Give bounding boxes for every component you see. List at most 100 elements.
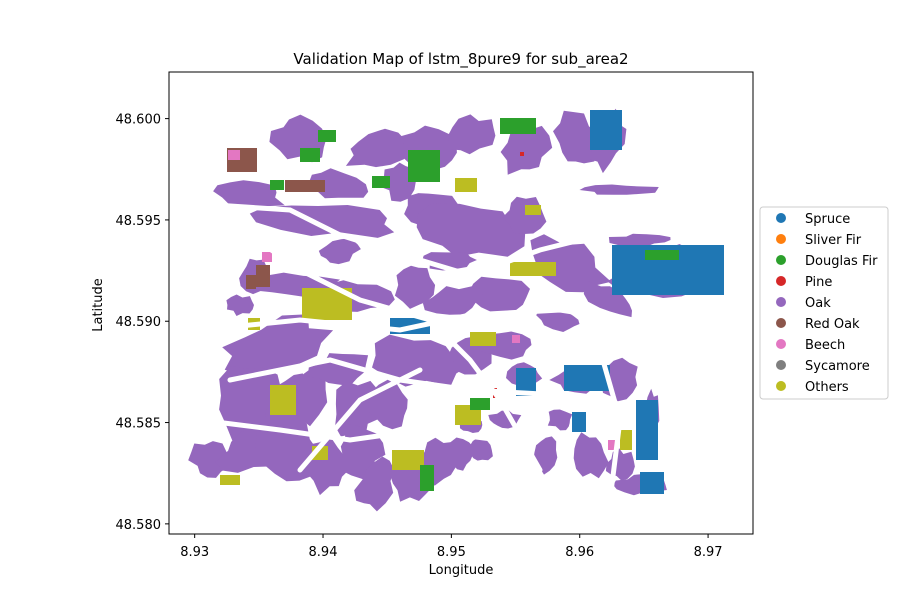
species-patch (640, 472, 664, 494)
oak-stand (354, 456, 394, 512)
clearing-gap (247, 232, 543, 473)
x-tick-label: 8.94 (309, 545, 338, 560)
species-patch (372, 176, 390, 188)
legend-label: Others (805, 380, 849, 395)
species-patch (220, 475, 240, 485)
species-patch (408, 150, 440, 182)
species-patch (262, 252, 272, 262)
x-axis-label: Longitude (429, 563, 494, 578)
species-patch (608, 440, 618, 450)
legend-marker (776, 339, 786, 349)
clearing-gap (297, 367, 423, 473)
species-patch (256, 265, 270, 287)
y-tick-label: 48.585 (116, 417, 162, 432)
oak-stand (226, 294, 254, 316)
legend-marker (776, 276, 786, 286)
species-patch (520, 152, 524, 156)
species-patch (620, 430, 632, 450)
species-patch (270, 385, 296, 415)
x-tick-label: 8.97 (694, 545, 723, 560)
oak-stand (394, 265, 436, 309)
legend-marker (776, 381, 786, 391)
legend-label: Sliver Fir (805, 233, 862, 248)
legend-marker (776, 213, 786, 223)
species-patch (420, 465, 434, 491)
oak-stand (318, 238, 361, 265)
clearing-gap (212, 202, 643, 278)
species-patch (525, 205, 541, 215)
species-patch (455, 178, 477, 192)
x-axis: 8.93 8.94 8.95 8.96 8.97 (180, 534, 723, 560)
species-patch (300, 148, 320, 162)
oak-stand (468, 276, 530, 314)
oak-stand (307, 353, 369, 386)
oak-stand (372, 334, 470, 387)
oak-stand (536, 308, 580, 332)
species-patch (636, 400, 658, 460)
clearing-gap (597, 347, 623, 503)
legend-marker (776, 255, 786, 265)
legend-marker (776, 234, 786, 244)
oak-stand (416, 203, 526, 257)
oak-stand (288, 364, 328, 427)
plot-area (188, 108, 724, 512)
species-patch (470, 332, 496, 346)
legend-marker (776, 360, 786, 370)
species-patch (392, 450, 424, 470)
oak-stand (547, 409, 573, 431)
oak-stand (608, 233, 671, 247)
chart-title: Validation Map of lstm_8pure9 for sub_ar… (293, 50, 628, 69)
oak-stand (188, 441, 230, 478)
x-tick-label: 8.93 (180, 545, 209, 560)
oak-stand (445, 437, 474, 471)
y-axis: 48.580 48.585 48.590 48.595 48.600 (116, 113, 169, 533)
oak-stand (222, 314, 334, 376)
species-patch (470, 398, 490, 410)
oak-stand (422, 285, 484, 315)
legend-label: Beech (805, 338, 845, 353)
oak-stand (553, 110, 600, 164)
plot-frame (168, 71, 754, 535)
oak-stand (466, 436, 493, 461)
oak-stand (605, 447, 635, 481)
y-tick-label: 48.580 (116, 518, 162, 533)
oak-stand (573, 432, 609, 479)
x-tick-label: 8.95 (437, 545, 466, 560)
legend-frame (759, 206, 889, 400)
oak-stand (448, 114, 496, 155)
oak-stand (249, 205, 395, 238)
species-patch (645, 250, 679, 260)
legend: Spruce Sliver Fir Douglas Fir Pine Oak Red Oa… (759, 206, 889, 400)
legend-label: Red Oak (805, 317, 860, 332)
oak-stand (213, 180, 285, 209)
legend-label: Douglas Fir (805, 254, 878, 269)
species-patch (590, 110, 622, 150)
legend-label: Oak (805, 296, 831, 311)
species-patch (572, 412, 586, 432)
clearing-gap (197, 417, 503, 443)
legend-label: Sycamore (805, 359, 870, 374)
species-patch (270, 180, 284, 190)
oak-stand (345, 128, 409, 168)
species-patch (564, 365, 610, 391)
legend-marker (776, 297, 786, 307)
oak-stand (579, 184, 659, 195)
species-patch (228, 150, 240, 160)
x-tick-label: 8.96 (565, 545, 594, 560)
species-patch (500, 118, 536, 134)
species-patch (246, 275, 256, 289)
oak-stand (380, 162, 416, 202)
legend-marker (776, 318, 786, 328)
legend-label: Spruce (805, 212, 850, 227)
species-patch (512, 335, 520, 343)
y-tick-label: 48.595 (116, 214, 162, 229)
oak-stand (583, 279, 632, 318)
legend-label: Pine (805, 275, 832, 290)
y-tick-label: 48.600 (116, 113, 162, 128)
species-patch (285, 180, 325, 192)
species-patch (516, 368, 536, 396)
species-patch (318, 130, 336, 142)
y-axis-label: Latitude (91, 278, 106, 332)
species-patch (510, 262, 556, 276)
